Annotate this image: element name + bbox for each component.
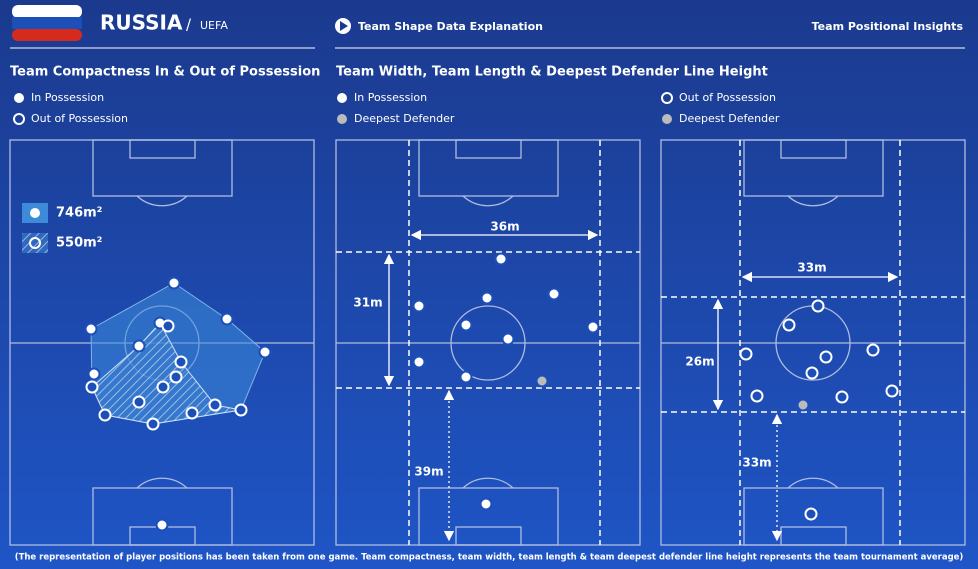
legend: In Possession Out of Possession In Posse… — [13, 91, 780, 125]
player — [146, 417, 160, 431]
defender-line-label: 39m — [414, 465, 443, 479]
panel-title: Team Width, Team Length & Deepest Defend… — [336, 65, 768, 80]
defender-line-label: 33m — [742, 456, 771, 470]
player — [866, 343, 880, 357]
explanation-link[interactable]: Team Shape Data Explanation — [358, 20, 543, 33]
player — [805, 366, 819, 380]
confederation: UEFA — [200, 19, 228, 32]
player — [835, 390, 849, 404]
player — [479, 497, 493, 511]
section-title: Team Positional Insights — [812, 20, 964, 33]
player — [220, 312, 234, 326]
player — [185, 406, 199, 420]
flag — [12, 5, 82, 41]
player — [782, 318, 796, 332]
player — [535, 374, 549, 388]
player — [494, 252, 508, 266]
legend-label: In Possession — [354, 91, 427, 104]
footnote: (The representation of player positions … — [15, 553, 964, 563]
players — [84, 252, 899, 532]
shape-lines — [336, 140, 965, 545]
player — [796, 398, 810, 412]
player — [586, 320, 600, 334]
player — [819, 350, 833, 364]
player — [459, 370, 473, 384]
player — [98, 408, 112, 422]
player — [156, 380, 170, 394]
player — [132, 395, 146, 409]
player — [811, 299, 825, 313]
legend-label: In Possession — [31, 91, 104, 104]
panel-title: Team Compactness In & Out of Possession — [10, 65, 320, 80]
legend-label: Out of Possession — [679, 91, 776, 104]
player — [84, 322, 98, 336]
area-label: 550m² — [56, 236, 102, 251]
player — [412, 299, 426, 313]
player — [234, 403, 248, 417]
player — [161, 319, 175, 333]
player — [739, 347, 753, 361]
length-label: 26m — [685, 355, 714, 369]
legend-label: Deepest Defender — [679, 112, 780, 125]
separator: / — [186, 16, 192, 34]
player — [155, 518, 169, 532]
width-label: 36m — [490, 220, 519, 234]
legend-label: Deepest Defender — [354, 112, 455, 125]
player — [804, 507, 818, 521]
player — [547, 287, 561, 301]
player — [169, 370, 183, 384]
player — [459, 318, 473, 332]
length-label: 31m — [353, 296, 382, 310]
area-label: 746m² — [56, 206, 102, 221]
width-label: 33m — [797, 261, 826, 275]
player — [85, 380, 99, 394]
player — [501, 332, 515, 346]
player — [480, 291, 494, 305]
player — [132, 339, 146, 353]
player — [167, 276, 181, 290]
player — [87, 367, 101, 381]
player — [208, 398, 222, 412]
team-name: RUSSIA — [100, 11, 183, 35]
player — [258, 345, 272, 359]
player — [174, 355, 188, 369]
legend-label: Out of Possession — [31, 112, 128, 125]
player — [412, 355, 426, 369]
player — [885, 384, 899, 398]
player — [750, 389, 764, 403]
